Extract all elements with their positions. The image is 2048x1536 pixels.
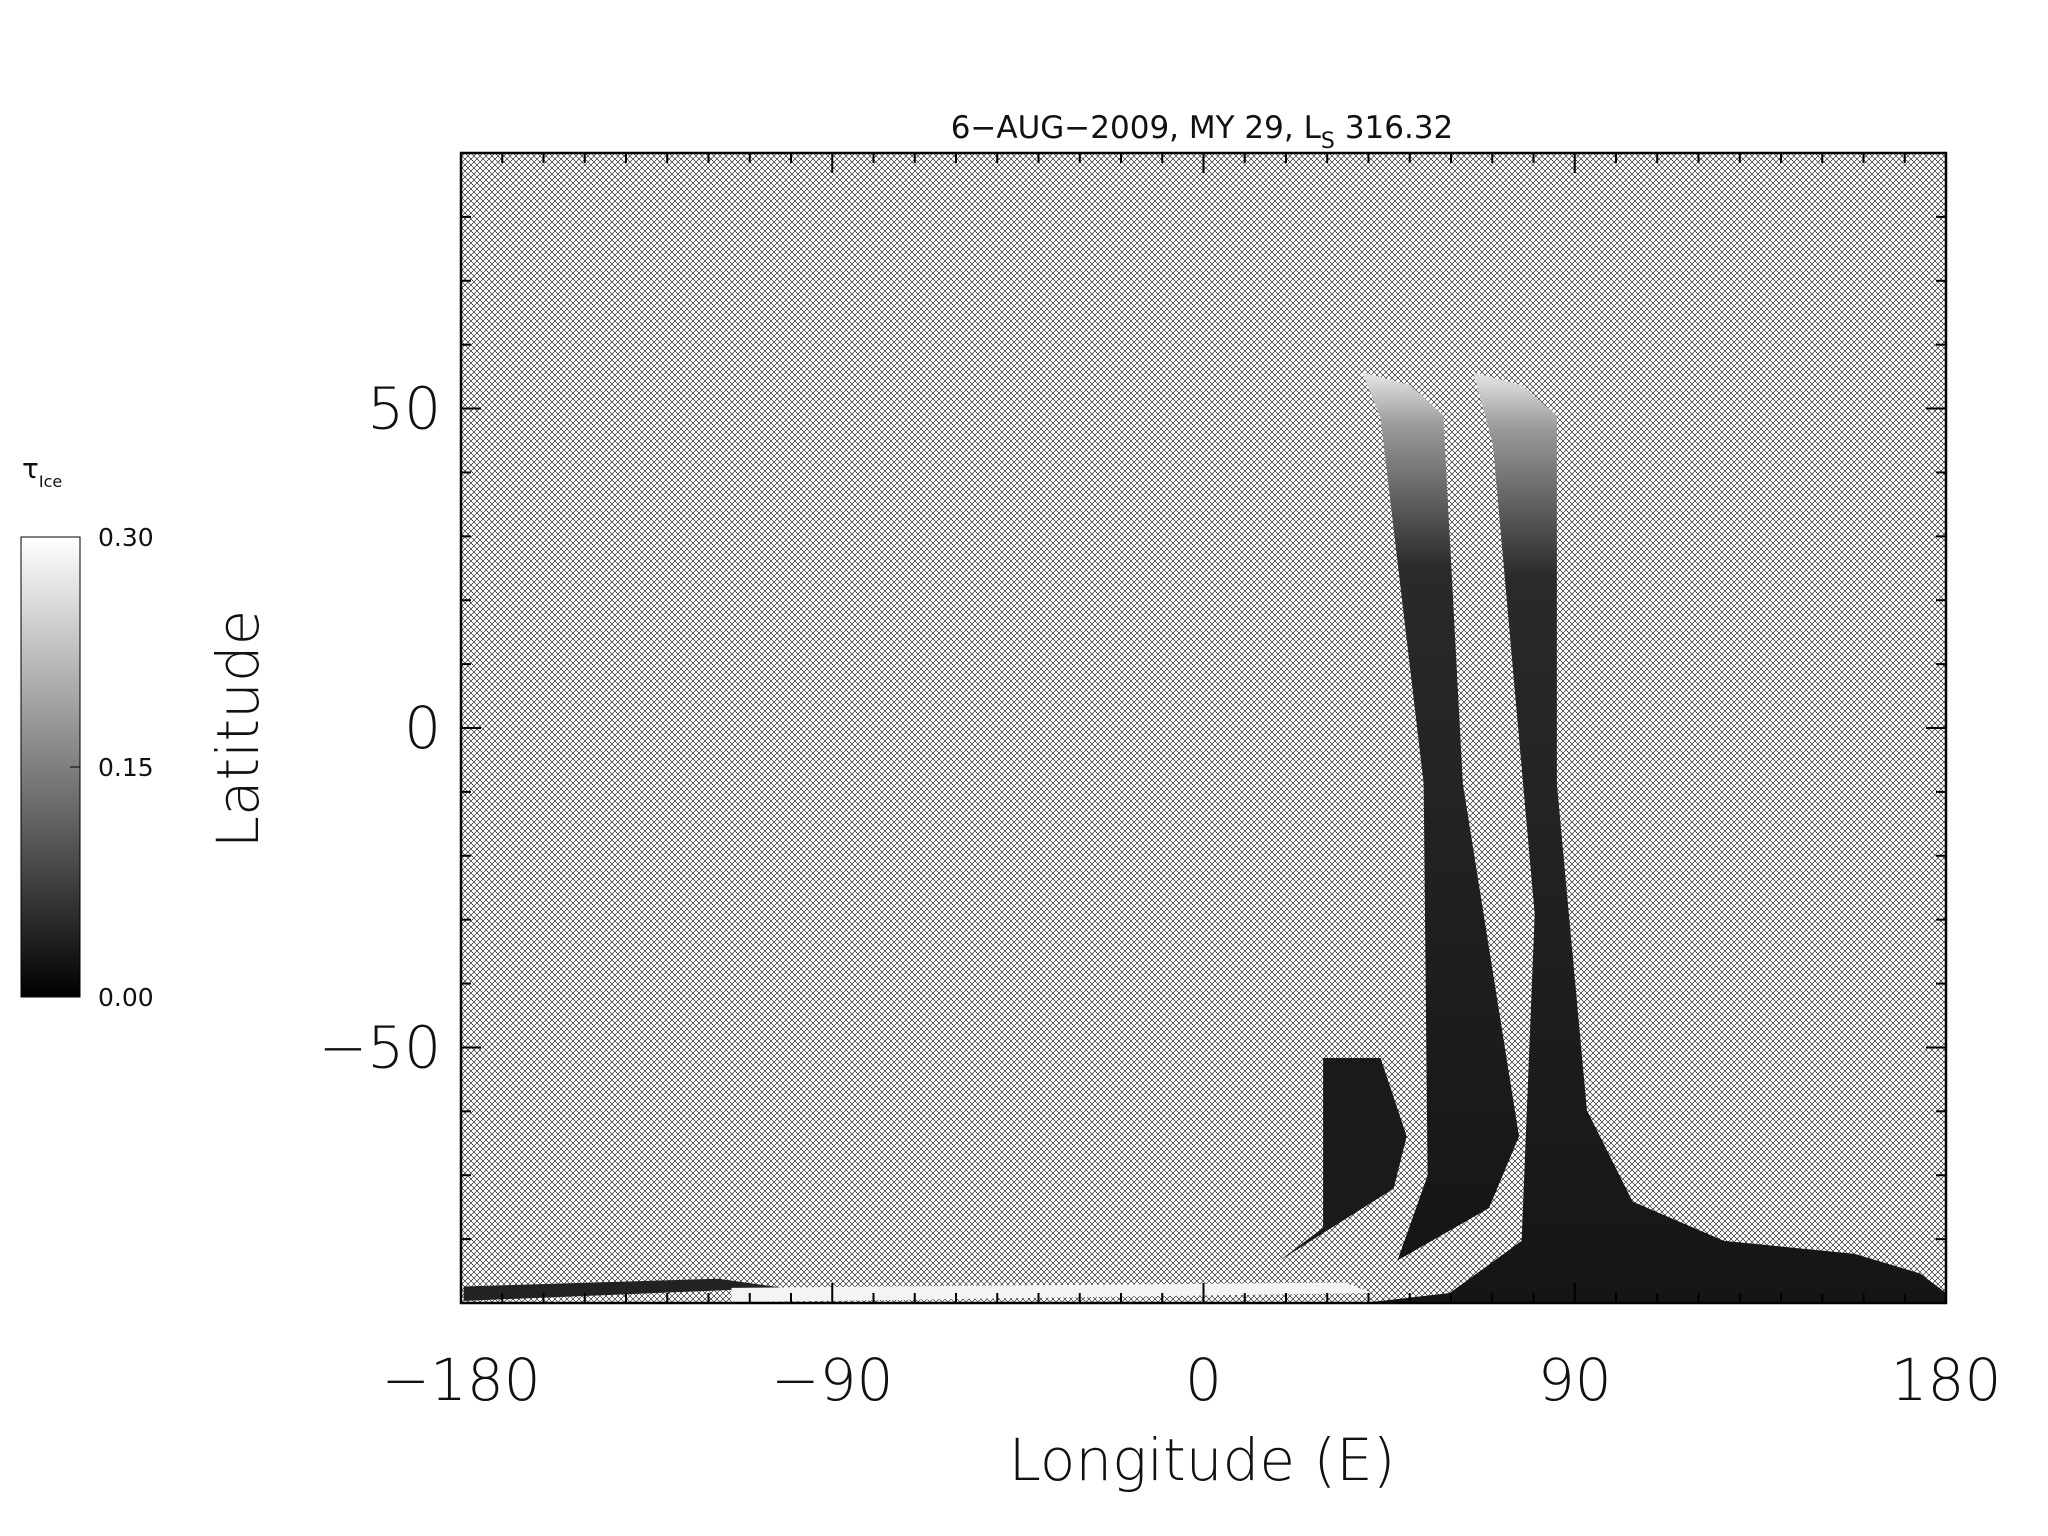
- swath: [731, 1282, 1372, 1303]
- colorbar-tick-label: 0.15: [98, 753, 154, 782]
- colorbar-tick-label: 0.30: [98, 523, 154, 552]
- title-text: 6−AUG−2009, MY 29, L: [951, 110, 1322, 146]
- no-data-hatch: [461, 153, 1946, 1303]
- x-tick-label: 0: [1185, 1346, 1222, 1414]
- y-tick-label: 50: [367, 375, 441, 443]
- chart-title: 6−AUG−2009, MY 29, LS 316.32: [951, 110, 1454, 154]
- x-tick-label: 90: [1538, 1346, 1612, 1414]
- y-tick-label: 0: [404, 694, 441, 762]
- title-subscript: S: [1321, 129, 1335, 154]
- swath: [1279, 1057, 1407, 1261]
- x-tick-label: −180: [381, 1346, 540, 1414]
- colorbar-label-text: τ: [22, 452, 39, 485]
- x-tick-label: −90: [771, 1346, 893, 1414]
- colorbar-label-subscript: Ice: [39, 472, 62, 491]
- colorbar-label: τIce: [22, 452, 62, 491]
- x-axis-label: Longitude (E): [1009, 1426, 1396, 1494]
- title-suffix: 316.32: [1345, 110, 1453, 146]
- observation-swaths: [463, 372, 1947, 1304]
- y-tick-label: −50: [319, 1013, 441, 1081]
- x-tick-label: 180: [1891, 1346, 2002, 1414]
- colorbar-tick-label: 0.00: [98, 983, 154, 1012]
- y-axis-label: Latitude: [204, 610, 272, 849]
- swath: [1362, 372, 1520, 1261]
